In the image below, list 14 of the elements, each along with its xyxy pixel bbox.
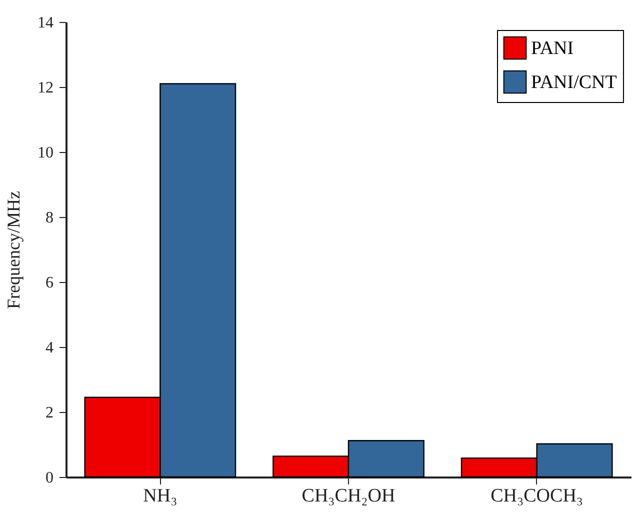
x-tick-label: CH₃CH₂OH [302, 486, 396, 506]
y-tick-label: 2 [46, 404, 54, 422]
y-axis-title: Frequency/MHz [4, 191, 24, 309]
y-tick-label: 6 [46, 274, 54, 292]
x-tick-label: NH₃ [143, 486, 178, 506]
legend-label: PANI [531, 38, 574, 59]
legend-label: PANI/CNT [531, 72, 618, 93]
y-tick-label: 10 [38, 144, 54, 162]
y-tick-label: 12 [38, 80, 54, 96]
y-tick-label: 4 [46, 340, 54, 356]
y-tick-label: 0 [46, 470, 54, 486]
x-tick-label: CH₃COCH₃ [490, 486, 584, 506]
y-tick-label: 8 [46, 210, 54, 226]
y-tick-label: 14 [38, 14, 54, 32]
